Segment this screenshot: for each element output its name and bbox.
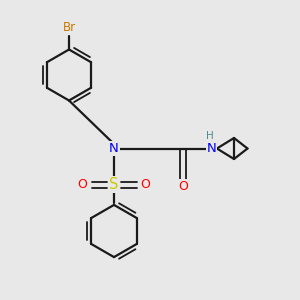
- Text: Br: Br: [62, 21, 76, 34]
- Text: O: O: [141, 178, 150, 191]
- Text: S: S: [109, 177, 119, 192]
- Text: H: H: [206, 131, 214, 141]
- Text: O: O: [178, 179, 188, 193]
- Text: N: N: [207, 142, 216, 155]
- Text: N: N: [109, 142, 119, 155]
- Text: O: O: [78, 178, 87, 191]
